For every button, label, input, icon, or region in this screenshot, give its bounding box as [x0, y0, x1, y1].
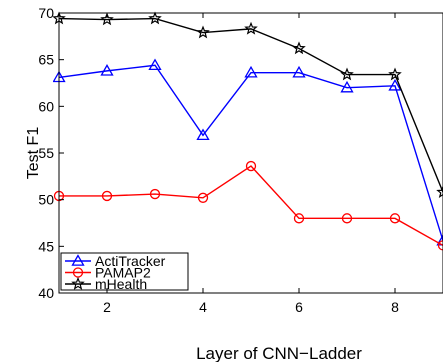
- tick-labels: 40 45 50 55 60 65 70 2 4 6 8: [38, 5, 399, 315]
- legend-marker: [71, 276, 85, 290]
- data-point: [196, 128, 210, 141]
- y-tick-label: 55: [38, 145, 54, 161]
- series-mhealth: [53, 11, 443, 198]
- data-point: [436, 185, 443, 198]
- data-point: [389, 213, 401, 224]
- data-point: [101, 190, 113, 202]
- data-point: [148, 11, 162, 25]
- legend-label: mHealth: [95, 276, 147, 292]
- data-point: [292, 41, 306, 55]
- series-line: [58, 17, 443, 193]
- y-tick-label: 70: [38, 5, 54, 21]
- legend-label: ActiTracker: [95, 253, 166, 269]
- y-tick-label: 65: [38, 52, 54, 68]
- x-axis-label: Layer of CNN−Ladder: [196, 344, 362, 362]
- data-point: [197, 192, 209, 203]
- data-point: [341, 213, 353, 224]
- data-point: [244, 21, 258, 35]
- data-point: [149, 188, 161, 200]
- series-actitracker: [53, 58, 443, 246]
- x-tick-label: 4: [199, 299, 207, 315]
- data-point: [437, 240, 443, 251]
- y-tick-label: 40: [38, 285, 54, 301]
- y-tick-label: 45: [38, 238, 54, 254]
- data-point: [245, 160, 257, 172]
- data-point: [244, 65, 258, 78]
- data-point: [388, 67, 402, 81]
- data-point: [436, 233, 443, 246]
- data-point: [340, 67, 354, 81]
- legend-marker: [71, 254, 85, 266]
- data-point: [340, 80, 354, 93]
- plot-area: [53, 11, 443, 251]
- data-point: [100, 64, 114, 76]
- x-tick-label: 8: [391, 299, 399, 315]
- legend-item: mHealth: [65, 276, 147, 292]
- series-line: [59, 165, 443, 247]
- data-point: [292, 65, 306, 78]
- series-pamap2: [53, 160, 443, 251]
- data-point: [293, 213, 305, 224]
- plot-frame: [58, 12, 443, 294]
- data-point: [100, 12, 114, 26]
- legend-label: PAMAP2: [95, 265, 151, 281]
- y-tick-label: 50: [38, 192, 54, 208]
- x-tick-label: 6: [295, 299, 303, 315]
- x-tick-label: 2: [103, 299, 111, 315]
- y-axis-label: Test F1: [25, 127, 42, 180]
- data-point: [148, 58, 162, 71]
- legend-item: ActiTracker: [65, 253, 166, 269]
- y-tick-label: 60: [38, 98, 54, 114]
- series-line: [58, 64, 443, 241]
- data-point: [388, 78, 402, 91]
- data-point: [196, 25, 210, 39]
